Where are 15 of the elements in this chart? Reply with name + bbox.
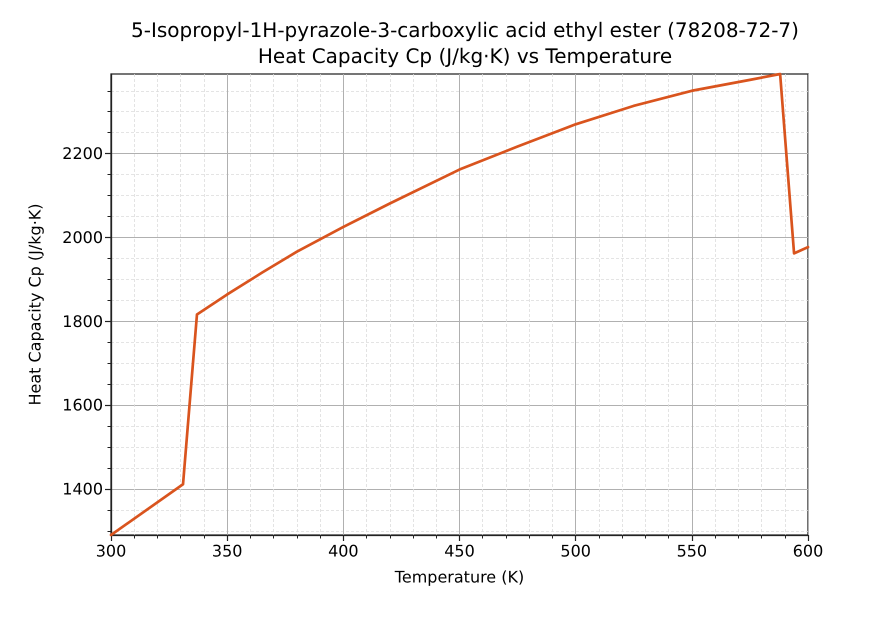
y-axis-title: Heat Capacity Cp (J/kg·K) xyxy=(26,203,44,406)
y-tick-label: 1800 xyxy=(62,312,103,331)
x-tick-label: 550 xyxy=(676,542,708,560)
x-tick-label: 350 xyxy=(212,542,242,560)
y-tick-label: 2200 xyxy=(62,144,103,164)
x-tick-label: 450 xyxy=(444,542,475,560)
y-tick-label: 1400 xyxy=(62,479,103,498)
x-axis-title: Temperature (K) xyxy=(394,568,524,586)
y-tick-label: 1600 xyxy=(62,396,103,415)
x-tick-label: 600 xyxy=(792,542,824,560)
x-tick-label: 300 xyxy=(96,542,126,560)
x-tick-label: 500 xyxy=(560,542,591,560)
chart-title: 5-Isopropyl-1H-pyrazole-3-carboxylic acid ethyl ester (78208-72-7) Heat Capacity Cp (J/kg·K) vs Temperature xyxy=(131,18,799,68)
x-tick-label: 400 xyxy=(328,542,359,560)
y-tick-label: 2000 xyxy=(62,228,103,247)
